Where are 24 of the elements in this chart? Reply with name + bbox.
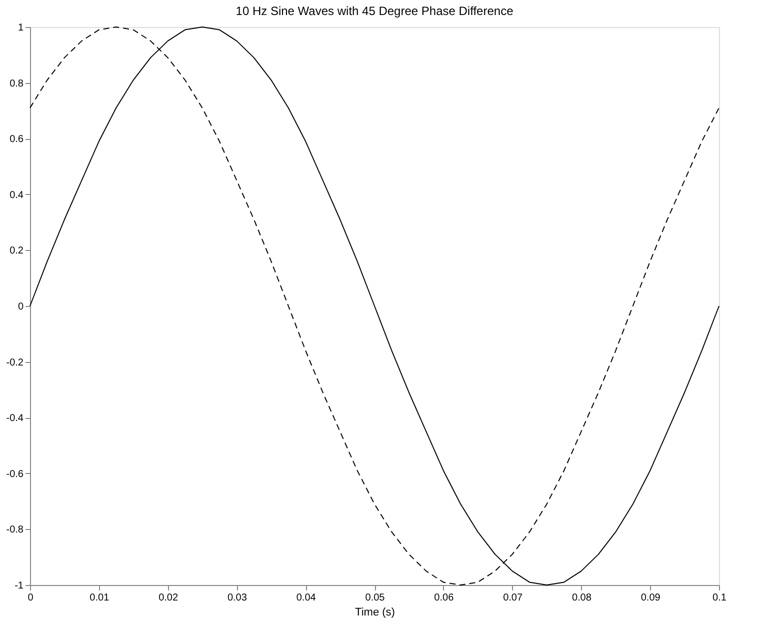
- chart-title: 10 Hz Sine Waves with 45 Degree Phase Difference: [236, 4, 514, 18]
- x-tick-label: 0.04: [296, 592, 316, 604]
- y-tick-label: 0: [18, 302, 24, 312]
- y-tick-label: 0.4: [10, 190, 24, 201]
- x-tick-label: 0.01: [90, 592, 110, 604]
- x-tick-label: 0.09: [640, 592, 661, 604]
- y-tick-label: 0.2: [10, 246, 24, 257]
- y-tick-label: 0.6: [10, 134, 24, 146]
- y-tick-label: 0.8: [10, 78, 24, 90]
- x-axis-title: Time (s): [355, 606, 395, 618]
- x-tick-label: 0.06: [434, 592, 454, 604]
- x-tick-label: 0: [28, 592, 34, 604]
- x-tick-label: 0.03: [227, 592, 248, 604]
- y-tick-label: 1: [18, 22, 24, 34]
- y-tick-label: -0.8: [6, 524, 24, 536]
- y-tick-label: -0.6: [6, 468, 24, 480]
- x-tick-label: 0.05: [365, 592, 386, 604]
- x-tick-label: 0.07: [503, 592, 523, 604]
- x-tick-label: 0.1: [712, 592, 727, 604]
- y-tick-label: -0.4: [6, 413, 24, 424]
- y-tick-label: -0.2: [6, 357, 24, 368]
- x-tick-label: 0.02: [158, 592, 178, 604]
- x-tick-label: 0.08: [572, 592, 592, 604]
- y-tick-label: -1: [14, 580, 24, 592]
